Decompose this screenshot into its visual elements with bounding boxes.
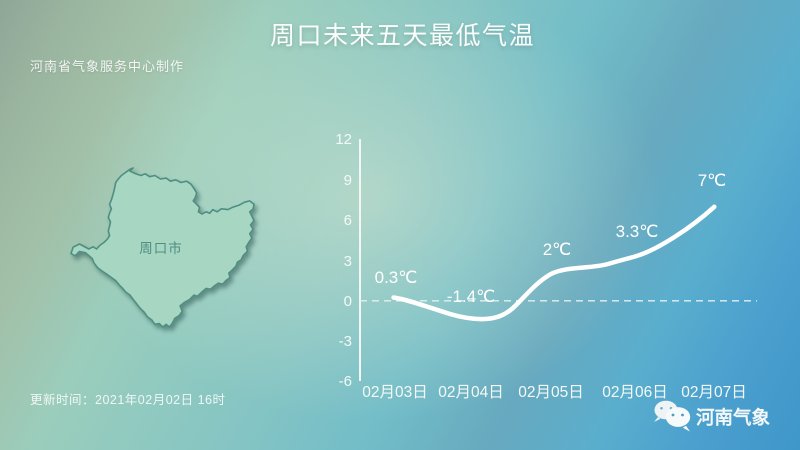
svg-text:河南气象: 河南气象	[696, 407, 771, 428]
